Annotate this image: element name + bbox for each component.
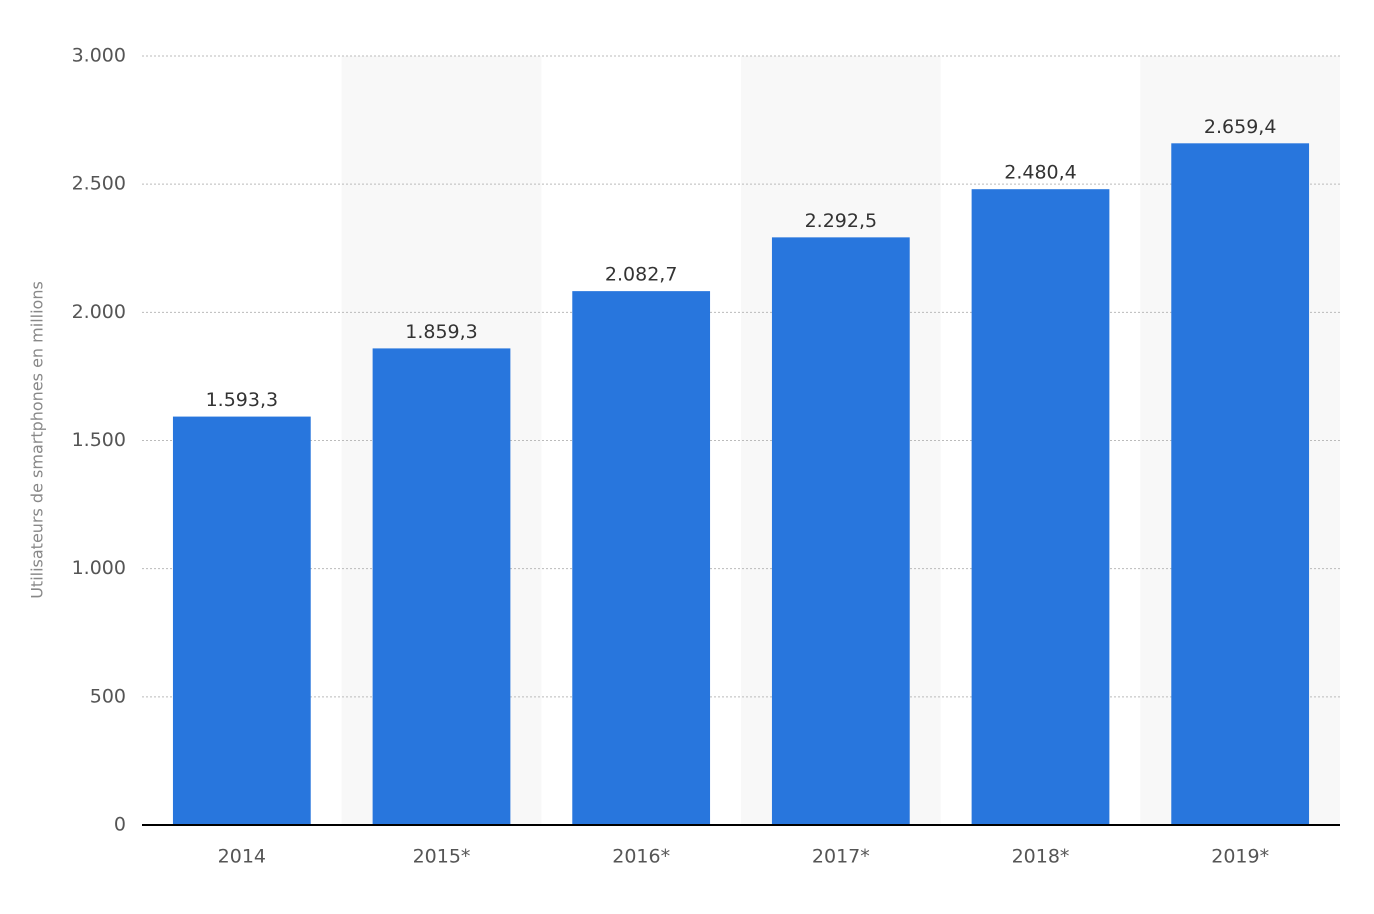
x-tick-label: 2015*	[413, 846, 471, 868]
value-label: 2.480,4	[1004, 162, 1077, 184]
x-tick-label: 2019*	[1211, 846, 1269, 868]
y-tick-label: 2.500	[72, 173, 126, 195]
y-tick-label: 1.000	[72, 557, 126, 579]
bar	[372, 348, 511, 825]
bar	[771, 237, 910, 825]
bar	[572, 291, 711, 826]
bar	[971, 189, 1110, 825]
y-tick-label: 3.000	[72, 45, 126, 67]
y-tick-label: 0	[114, 814, 126, 836]
x-tick-label: 2014	[218, 846, 266, 868]
x-tick-label: 2017*	[812, 846, 870, 868]
y-tick-label: 2.000	[72, 301, 126, 323]
value-label: 1.593,3	[206, 389, 279, 411]
value-label: 2.292,5	[805, 210, 878, 232]
x-tick-label: 2018*	[1012, 846, 1070, 868]
bar	[172, 416, 311, 825]
x-tick-label: 2016*	[612, 846, 670, 868]
value-label: 2.082,7	[605, 264, 678, 286]
value-label: 1.859,3	[405, 321, 478, 343]
y-tick-label: 1.500	[72, 429, 126, 451]
y-tick-label: 500	[90, 685, 126, 707]
y-axis-label: Utilisateurs de smartphones en millions	[28, 281, 47, 599]
bar	[1171, 143, 1310, 825]
value-label: 2.659,4	[1204, 116, 1277, 138]
